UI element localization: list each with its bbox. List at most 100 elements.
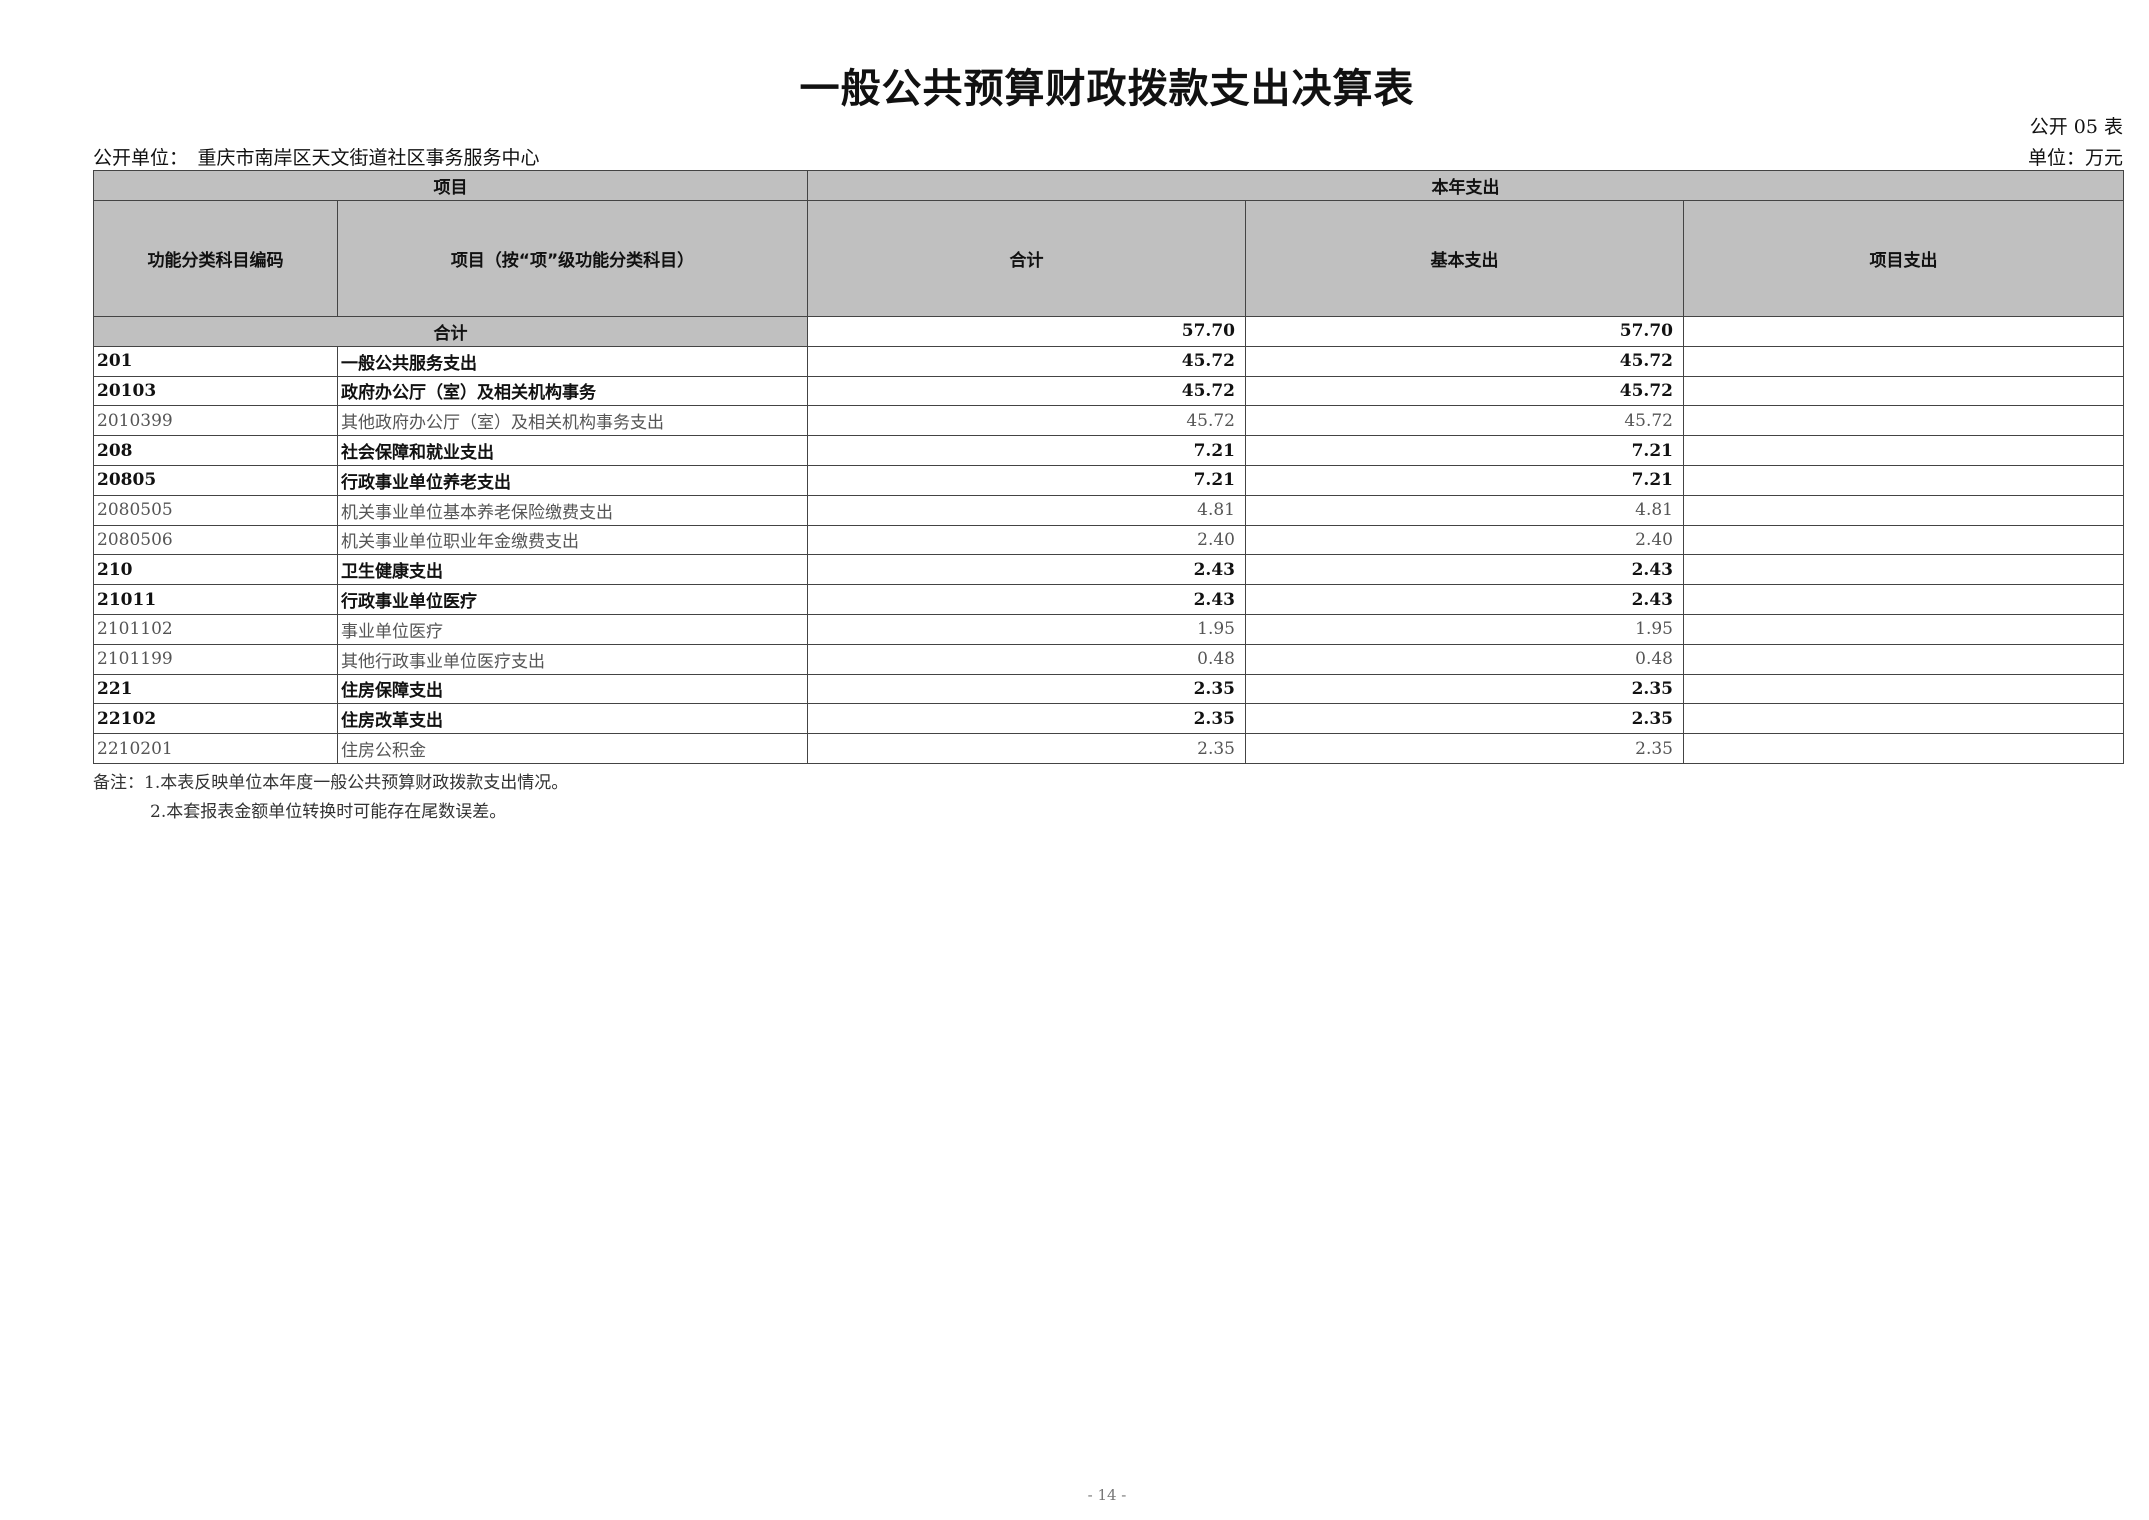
cell-basic: 4.81 bbox=[1245, 494, 1684, 526]
cell-project bbox=[1683, 435, 2124, 466]
cell-name: 住房保障支出 bbox=[337, 673, 808, 705]
page-title: 一般公共预算财政拨款支出决算表 bbox=[799, 66, 1415, 112]
cell-code: 2210201 bbox=[93, 733, 338, 764]
header-row-2: 功能分类科目编码 项目（按“项”级功能分类科目） 合计 基本支出 项目支出 bbox=[93, 200, 2124, 317]
cell-total: 7.21 bbox=[807, 464, 1246, 496]
currency-unit: 单位：万元 bbox=[2027, 147, 2123, 169]
cell-project bbox=[1683, 584, 2124, 615]
note-2: 2.本套报表金额单位转换时可能存在尾数误差。 bbox=[150, 802, 507, 822]
table-row: 2210201 住房公积金 2.35 2.35 bbox=[93, 733, 2124, 764]
total-basic: 57.70 bbox=[1245, 316, 1684, 347]
cell-name: 其他政府办公厅（室）及相关机构事务支出 bbox=[337, 405, 808, 437]
cell-name: 机关事业单位职业年金缴费支出 bbox=[337, 524, 808, 556]
cell-name: 一般公共服务支出 bbox=[337, 345, 808, 377]
cell-project bbox=[1683, 524, 2124, 556]
cell-code: 2010399 bbox=[93, 405, 338, 437]
cell-total: 2.35 bbox=[807, 703, 1246, 735]
table-row: 208 社会保障和就业支出 7.21 7.21 bbox=[93, 435, 2124, 466]
cell-basic: 2.35 bbox=[1245, 733, 1684, 764]
table-row: 20805 行政事业单位养老支出 7.21 7.21 bbox=[93, 464, 2124, 496]
cell-name: 卫生健康支出 bbox=[337, 554, 808, 586]
cell-total: 2.35 bbox=[807, 733, 1246, 764]
table-row: 221 住房保障支出 2.35 2.35 bbox=[93, 673, 2124, 705]
cell-code: 2101102 bbox=[93, 613, 338, 645]
cell-project bbox=[1683, 375, 2124, 407]
cell-project bbox=[1683, 733, 2124, 764]
cell-total: 45.72 bbox=[807, 375, 1246, 407]
cell-basic: 2.40 bbox=[1245, 524, 1684, 556]
cell-basic: 45.72 bbox=[1245, 405, 1684, 437]
note-1: 备注：1.本表反映单位本年度一般公共预算财政拨款支出情况。 bbox=[93, 773, 569, 793]
cell-total: 2.43 bbox=[807, 554, 1246, 586]
total-row: 合计 57.70 57.70 bbox=[93, 316, 2124, 347]
table-row: 22102 住房改革支出 2.35 2.35 bbox=[93, 703, 2124, 735]
cell-name: 社会保障和就业支出 bbox=[337, 435, 808, 466]
cell-project bbox=[1683, 703, 2124, 735]
cell-project bbox=[1683, 464, 2124, 496]
cell-name: 政府办公厅（室）及相关机构事务 bbox=[337, 375, 808, 407]
cell-basic: 2.35 bbox=[1245, 673, 1684, 705]
cell-name: 行政事业单位医疗 bbox=[337, 584, 808, 615]
table-row: 2080506 机关事业单位职业年金缴费支出 2.40 2.40 bbox=[93, 524, 2124, 556]
cell-basic: 1.95 bbox=[1245, 613, 1684, 645]
reporting-unit: 公开单位： 重庆市南岸区天文街道社区事务服务中心 bbox=[93, 147, 540, 169]
cell-code: 201 bbox=[93, 345, 338, 377]
cell-basic: 2.35 bbox=[1245, 703, 1684, 735]
header-current-year: 本年支出 bbox=[807, 170, 2124, 201]
cell-name: 其他行政事业单位医疗支出 bbox=[337, 643, 808, 675]
cell-code: 2080506 bbox=[93, 524, 338, 556]
cell-code: 22102 bbox=[93, 703, 338, 735]
total-project bbox=[1683, 316, 2124, 347]
cell-total: 0.48 bbox=[807, 643, 1246, 675]
table-row: 2080505 机关事业单位基本养老保险缴费支出 4.81 4.81 bbox=[93, 494, 2124, 526]
cell-total: 1.95 bbox=[807, 613, 1246, 645]
cell-basic: 7.21 bbox=[1245, 435, 1684, 466]
cell-basic: 7.21 bbox=[1245, 464, 1684, 496]
cell-project bbox=[1683, 613, 2124, 645]
cell-code: 20103 bbox=[93, 375, 338, 407]
table-row: 21011 行政事业单位医疗 2.43 2.43 bbox=[93, 584, 2124, 615]
cell-name: 机关事业单位基本养老保险缴费支出 bbox=[337, 494, 808, 526]
cell-total: 2.43 bbox=[807, 584, 1246, 615]
cell-name: 行政事业单位养老支出 bbox=[337, 464, 808, 496]
cell-basic: 45.72 bbox=[1245, 375, 1684, 407]
cell-name: 住房公积金 bbox=[337, 733, 808, 764]
cell-total: 45.72 bbox=[807, 405, 1246, 437]
cell-total: 7.21 bbox=[807, 435, 1246, 466]
total-total: 57.70 bbox=[807, 316, 1246, 347]
cell-project bbox=[1683, 673, 2124, 705]
cell-project bbox=[1683, 643, 2124, 675]
cell-code: 21011 bbox=[93, 584, 338, 615]
header-item: 项目 bbox=[93, 170, 808, 201]
table-row: 210 卫生健康支出 2.43 2.43 bbox=[93, 554, 2124, 586]
header-total: 合计 bbox=[807, 200, 1246, 317]
page-number: - 14 - bbox=[1087, 1486, 1127, 1504]
table-row: 2101199 其他行政事业单位医疗支出 0.48 0.48 bbox=[93, 643, 2124, 675]
cell-code: 20805 bbox=[93, 464, 338, 496]
header-name: 项目（按“项”级功能分类科目） bbox=[337, 200, 808, 317]
header-code: 功能分类科目编码 bbox=[93, 200, 338, 317]
cell-total: 2.40 bbox=[807, 524, 1246, 556]
header-row-1: 项目 本年支出 bbox=[93, 170, 2124, 201]
cell-code: 2080505 bbox=[93, 494, 338, 526]
cell-total: 2.35 bbox=[807, 673, 1246, 705]
cell-basic: 2.43 bbox=[1245, 554, 1684, 586]
cell-code: 221 bbox=[93, 673, 338, 705]
cell-total: 45.72 bbox=[807, 345, 1246, 377]
cell-project bbox=[1683, 405, 2124, 437]
cell-name: 事业单位医疗 bbox=[337, 613, 808, 645]
header-project: 项目支出 bbox=[1683, 200, 2124, 317]
cell-project bbox=[1683, 494, 2124, 526]
cell-code: 2101199 bbox=[93, 643, 338, 675]
cell-code: 210 bbox=[93, 554, 338, 586]
cell-basic: 45.72 bbox=[1245, 345, 1684, 377]
cell-total: 4.81 bbox=[807, 494, 1246, 526]
header-basic: 基本支出 bbox=[1245, 200, 1684, 317]
table-row: 2010399 其他政府办公厅（室）及相关机构事务支出 45.72 45.72 bbox=[93, 405, 2124, 437]
cell-basic: 0.48 bbox=[1245, 643, 1684, 675]
cell-project bbox=[1683, 554, 2124, 586]
total-label: 合计 bbox=[93, 316, 808, 347]
table-row: 20103 政府办公厅（室）及相关机构事务 45.72 45.72 bbox=[93, 375, 2124, 407]
expenditure-table: 项目 本年支出 功能分类科目编码 项目（按“项”级功能分类科目） 合计 基本支出… bbox=[93, 170, 2124, 764]
cell-basic: 2.43 bbox=[1245, 584, 1684, 615]
